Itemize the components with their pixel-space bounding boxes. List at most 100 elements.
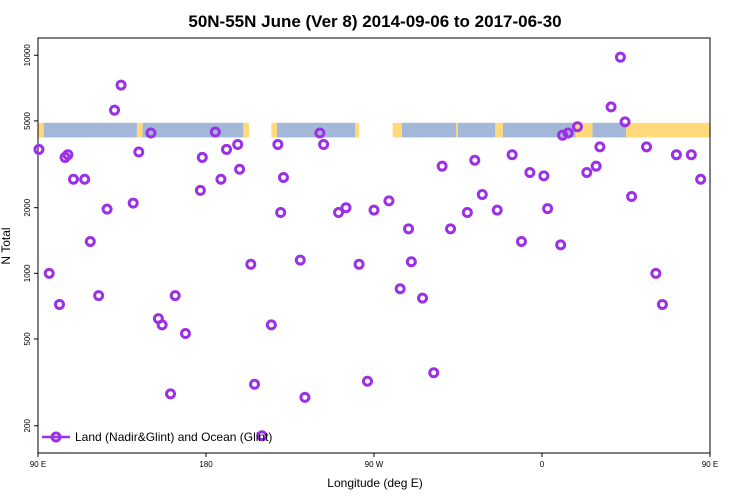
plot-frame (37, 37, 711, 454)
data-point (590, 160, 602, 172)
y-axis: 200 500 1000 2000 5000 10000 (23, 44, 38, 433)
data-point (256, 430, 268, 442)
x-tick-label: 90 E (702, 460, 718, 469)
land-segment (243, 122, 249, 138)
data-point (394, 283, 406, 295)
data-point (353, 258, 365, 270)
ocean-segment (142, 122, 244, 138)
data-point (562, 127, 574, 139)
data-point (445, 223, 457, 235)
data-point (538, 170, 550, 182)
y-tick-label: 1000 (23, 264, 32, 282)
data-point (403, 223, 415, 235)
land-segment (495, 122, 503, 138)
data-point (417, 292, 429, 304)
y-tick-label: 200 (23, 419, 32, 433)
data-point (156, 319, 168, 331)
land-segment (392, 122, 402, 138)
data-point (93, 290, 105, 302)
data-point (469, 154, 481, 166)
legend-marker (50, 431, 62, 443)
data-point (461, 207, 473, 219)
land-segment (456, 122, 458, 138)
data-point (656, 298, 668, 310)
data-point (272, 138, 284, 150)
data-point (43, 267, 55, 279)
data-point (232, 138, 244, 150)
y-tick-label: 500 (23, 332, 32, 346)
legend-label: Land (Nadir&Glint) and Ocean (Glint) (75, 430, 272, 444)
y-tick-label: 10000 (23, 44, 32, 67)
data-point (275, 207, 287, 219)
y-tick-label: 2000 (23, 198, 32, 216)
data-point (33, 143, 45, 155)
y-axis-label: N Total (0, 227, 13, 264)
data-point (318, 138, 330, 150)
data-point (614, 51, 626, 63)
data-point (476, 188, 488, 200)
data-point (506, 149, 518, 161)
x-axis: 90 E 180 90 W 0 90 E (30, 453, 718, 469)
data-point (524, 166, 536, 178)
data-point (361, 375, 373, 387)
chart-title: 50N-55N June (Ver 8) 2014-09-06 to 2017-… (188, 12, 561, 31)
data-point (115, 79, 127, 91)
data-point (101, 203, 113, 215)
data-point (294, 254, 306, 266)
data-point (145, 127, 157, 139)
data-point (277, 172, 289, 184)
y-tick-label: 5000 (23, 111, 32, 129)
x-axis-label: Longitude (deg E) (327, 476, 422, 490)
land-segment (355, 122, 360, 138)
data-point (245, 258, 257, 270)
data-point (165, 388, 177, 400)
data-point (626, 191, 638, 203)
data-point (265, 319, 277, 331)
x-tick-label: 180 (199, 460, 213, 469)
land-segment (575, 122, 593, 138)
data-point (594, 141, 606, 153)
data-point (179, 327, 191, 339)
data-point (215, 173, 227, 185)
land-segment (626, 122, 710, 138)
data-point (194, 184, 206, 196)
land-segment (136, 122, 143, 138)
data-point (84, 235, 96, 247)
data-point (314, 127, 326, 139)
x-tick-label: 90 W (365, 460, 384, 469)
land-segment (38, 122, 44, 138)
data-point (169, 290, 181, 302)
data-points (33, 51, 707, 442)
data-point (581, 166, 593, 178)
data-point (436, 160, 448, 172)
data-point (571, 121, 583, 133)
data-point (619, 116, 631, 128)
data-point (641, 141, 653, 153)
data-point (515, 235, 527, 247)
ocean-segment (592, 122, 626, 138)
data-point (127, 197, 139, 209)
data-point (695, 173, 707, 185)
data-point (670, 149, 682, 161)
data-point (555, 239, 567, 251)
data-point (196, 151, 208, 163)
data-point (650, 267, 662, 279)
data-point (249, 378, 261, 390)
data-point (109, 104, 121, 116)
ocean-segment (43, 122, 137, 138)
land-ocean-band (38, 122, 710, 138)
data-point (79, 173, 91, 185)
data-point (605, 101, 617, 113)
legend: Land (Nadir&Glint) and Ocean (Glint) (42, 430, 272, 444)
data-point (340, 202, 352, 214)
data-point (685, 149, 697, 161)
data-point (234, 163, 246, 175)
data-point (405, 256, 417, 268)
land-segment (271, 122, 277, 138)
data-point (491, 204, 503, 216)
x-tick-label: 90 E (30, 460, 46, 469)
data-point (333, 207, 345, 219)
data-point (53, 298, 65, 310)
ocean-segment (402, 122, 496, 138)
